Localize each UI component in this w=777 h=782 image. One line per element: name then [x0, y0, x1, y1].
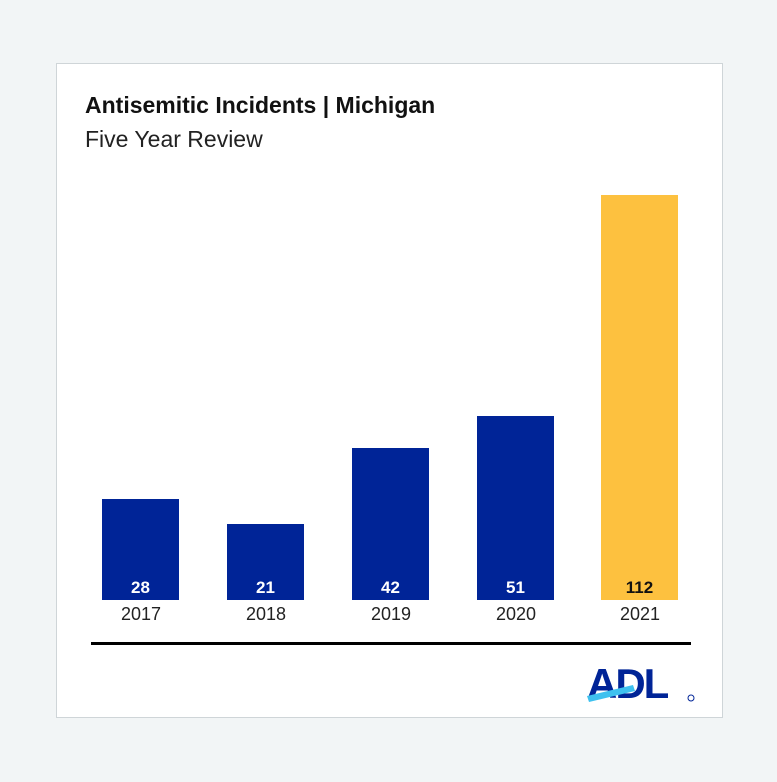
- bar-value-label: 112: [625, 578, 654, 597]
- x-tick-label: 2019: [370, 604, 412, 624]
- bar-2021: 112: [601, 195, 678, 600]
- chart-title: Antisemitic Incidents | Michigan: [85, 92, 436, 118]
- svg-text:ADL: ADL: [587, 660, 669, 707]
- bar-value-label: 28: [131, 578, 150, 597]
- bar-value-label: 21: [256, 578, 275, 597]
- x-tick-label: 2021: [619, 604, 661, 624]
- bar-2017: 28: [102, 499, 179, 600]
- chart-card: Antisemitic Incidents | Michigan Five Ye…: [56, 63, 723, 718]
- bar-2020: 51: [477, 416, 554, 600]
- bar-2018: 21: [227, 524, 304, 600]
- bar-value-label: 42: [381, 578, 400, 597]
- bar-2019: 42: [352, 448, 429, 600]
- x-tick-label: 2017: [120, 604, 162, 624]
- adl-logo-icon: ADL: [587, 660, 695, 707]
- x-tick-label: 2018: [245, 604, 287, 624]
- bar-value-label: 51: [506, 578, 525, 597]
- x-tick-label: 2020: [495, 604, 537, 624]
- x-axis-line: [91, 642, 691, 645]
- chart-subtitle: Five Year Review: [85, 126, 263, 152]
